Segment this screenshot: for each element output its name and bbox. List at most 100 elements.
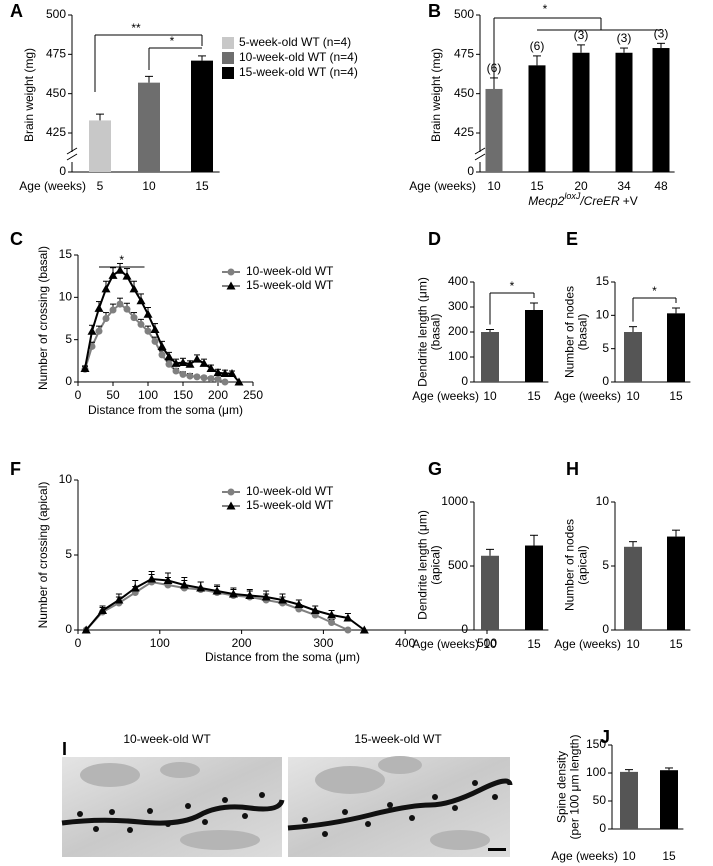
bar [481,555,499,630]
marker [196,583,206,592]
marker [228,589,238,598]
bar [624,546,642,630]
bar [667,536,685,630]
marker [206,363,216,372]
marker [129,284,139,293]
marker [172,367,180,375]
x-tick-label: 150 [173,388,193,402]
y-tick-label: 475 [454,47,474,61]
marker [108,270,118,279]
axis-break [474,153,486,161]
x-tick-label: 15 [195,179,209,193]
legend-label: 15-week-old WT [246,278,334,292]
significance-label: * [510,279,515,293]
legend-marker [226,281,236,290]
y-tick-label: 0 [461,622,468,636]
marker [150,325,160,334]
x-axis-label: Age (weeks) [554,637,621,651]
marker [328,619,336,626]
y-tick-label: 5 [602,558,609,572]
x-tick-label: 200 [208,388,228,402]
legend-marker [226,501,236,510]
marker [80,363,90,372]
x-axis-sublabel-part: /CreER [579,194,620,208]
marker [130,314,138,322]
x-axis-sublabel-part: Mecp2 [528,194,564,208]
marker [179,580,189,589]
dendrite [61,799,285,826]
y-tick-label: 10 [596,308,610,322]
marker [87,326,97,335]
marker [98,606,108,614]
y-axis-label: Spine density [555,751,569,823]
bar [89,120,111,172]
marker [114,595,124,604]
background-texture [80,756,490,850]
image-caption: 15-week-old WT [354,732,442,746]
x-axis-sublabel-part: +V [623,194,638,208]
y-axis-label: (apical) [429,545,443,584]
panel-letter: E [566,229,578,249]
bar [528,65,546,172]
bar [652,48,670,172]
x-tick-label: 15 [669,637,683,651]
x-tick-label: 15 [527,389,541,403]
x-axis-label: Distance from the soma (μm) [88,403,243,417]
marker [178,358,188,367]
y-tick-label: 0 [65,374,72,388]
axis-break [474,147,486,155]
x-tick-label: 15 [527,637,541,651]
n-label: (3) [574,28,589,42]
legend-marker [227,488,235,496]
y-tick-label: 10 [596,494,610,508]
x-tick-label: 100 [138,388,158,402]
axis-break [66,147,78,155]
y-tick-label: 5 [65,547,72,561]
y-axis-label: Brain weight (mg) [429,48,443,142]
x-axis-sublabel: Mecp2loxJ/CreER +V [528,191,637,208]
y-tick-label: 100 [586,765,606,779]
x-tick-label: 10 [626,389,640,403]
marker [101,284,111,293]
y-axis-label: Number of nodes [563,286,577,378]
n-label: (3) [617,31,632,45]
y-axis-label: Number of crossing (basal) [36,246,50,390]
significance-label: * [119,253,124,267]
y-axis-label: (per 100 μm length) [568,735,582,840]
marker [212,586,222,595]
y-tick-label: 15 [59,247,73,261]
x-tick-label: 5 [97,179,104,193]
legend-swatch [222,67,234,79]
x-tick-label: 48 [654,179,668,193]
x-tick-label: 10 [483,637,497,651]
y-tick-label: 0 [602,374,609,388]
y-axis-label: Number of crossing (apical) [36,482,50,629]
x-tick-label: 50 [106,388,120,402]
significance-label: ** [131,21,141,35]
n-label: (6) [530,39,545,53]
marker [344,626,352,634]
panel-letter: H [566,459,579,479]
marker [310,606,320,614]
marker [214,375,222,383]
bar [660,770,678,829]
x-axis-label: Age (weeks) [409,179,476,193]
legend-marker [227,268,235,276]
marker [234,377,244,386]
legend-label: 10-week-old WT (n=4) [239,50,358,64]
x-tick-label: 500 [477,636,497,650]
panel-letter: C [10,229,23,249]
legend-label: 15-week-old WT [246,498,334,512]
bar [525,545,543,630]
marker [122,271,132,280]
y-tick-label: 500 [454,7,474,21]
x-axis-sublabel-part: loxJ [564,191,581,201]
image-panel: I 10-week-old WT 15-week-old WT [61,732,513,857]
panel-letter: I [62,739,67,759]
x-tick-label: 300 [313,636,333,650]
y-axis-label: (apical) [576,545,590,584]
marker [164,352,174,361]
y-tick-label: 450 [454,86,474,100]
marker [213,368,223,377]
